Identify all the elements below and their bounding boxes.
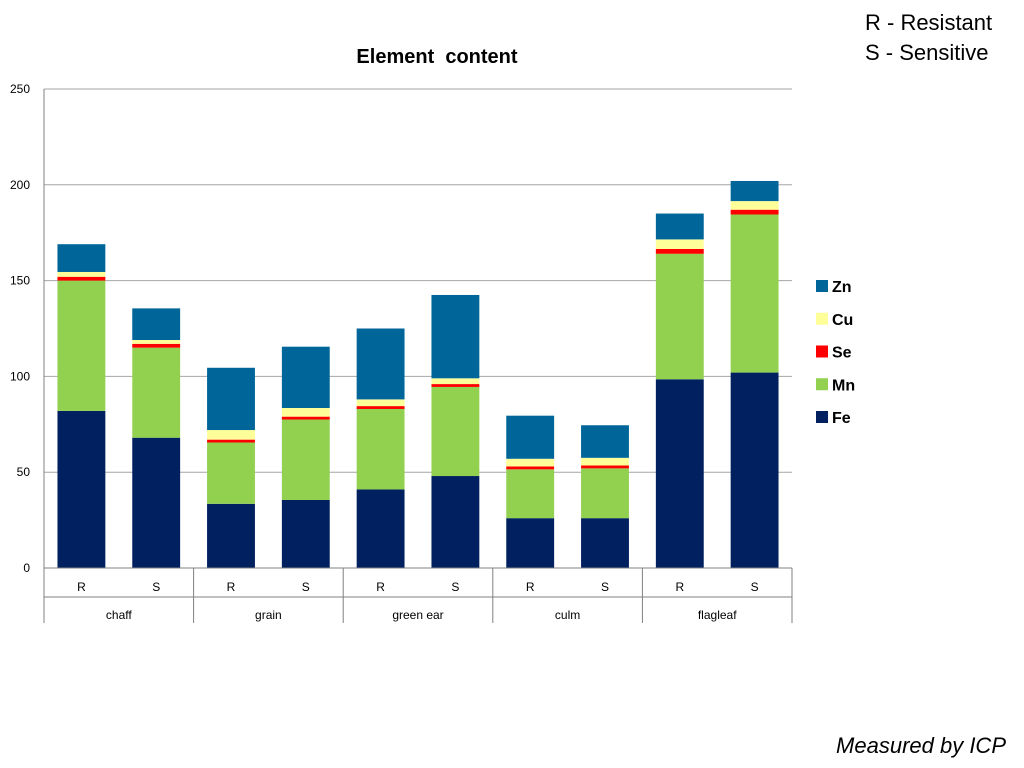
group-label: culm (555, 608, 580, 622)
bar-mn-2 (207, 442, 255, 504)
bar-mn-4 (356, 408, 405, 490)
bar-se-3 (281, 416, 330, 420)
bar-se-6 (506, 466, 555, 470)
bar-fe-3 (281, 499, 330, 568)
legend-swatch-cu (816, 312, 828, 325)
legend-swatch-fe (816, 411, 828, 423)
y-tick-label: 50 (17, 465, 31, 479)
bar-cu-8 (655, 239, 704, 249)
bar-mn-3 (281, 419, 330, 500)
bar-se-5 (431, 384, 480, 387)
bar-zn-5 (431, 294, 480, 379)
abbreviation-note: R - Resistant S - Sensitive (865, 8, 992, 68)
bar-fe-0 (57, 410, 106, 568)
legend-label-zn: Zn (832, 279, 852, 296)
bar-mn-7 (581, 468, 629, 519)
bar-se-7 (581, 465, 629, 469)
bar-se-1 (132, 343, 181, 348)
x-tick-label: S (751, 580, 759, 594)
x-tick-label: R (675, 580, 684, 594)
bar-fe-6 (506, 518, 555, 568)
bar-zn-6 (506, 415, 555, 459)
measurement-note: Measured by ICP (836, 733, 1006, 758)
legend-label-fe: Fe (832, 410, 851, 427)
note-resistant: R - Resistant (865, 10, 993, 35)
bar-mn-0 (57, 280, 106, 411)
bar-fe-9 (730, 372, 779, 568)
bar-zn-9 (730, 180, 779, 202)
bar-se-4 (356, 406, 405, 409)
bar-mn-6 (506, 469, 555, 519)
bar-fe-5 (431, 476, 480, 568)
bar-zn-2 (207, 367, 255, 431)
bar-cu-1 (132, 339, 181, 344)
bar-stacks (57, 180, 779, 568)
bar-se-2 (207, 439, 255, 443)
y-tick-label: 0 (23, 561, 30, 575)
bar-fe-2 (207, 503, 255, 568)
bar-mn-9 (730, 214, 779, 373)
y-tick-label: 150 (10, 274, 30, 288)
bar-zn-4 (356, 328, 405, 400)
x-tick-label: R (77, 580, 86, 594)
group-label: flagleaf (698, 608, 737, 622)
bar-cu-6 (506, 458, 555, 467)
legend-swatch-se (816, 345, 828, 358)
bar-mn-5 (431, 386, 480, 477)
note-sensitive: S - Sensitive (865, 40, 989, 65)
bar-fe-4 (356, 489, 405, 568)
group-label: chaff (106, 608, 132, 622)
bar-fe-8 (655, 379, 704, 568)
bar-cu-0 (57, 271, 106, 277)
x-tick-label: R (376, 580, 385, 594)
bar-zn-7 (581, 425, 629, 458)
bar-zn-3 (281, 346, 330, 409)
bar-mn-8 (655, 253, 704, 380)
bar-fe-1 (132, 437, 181, 568)
bar-cu-7 (581, 457, 629, 466)
bar-se-8 (655, 248, 704, 254)
chart-title: Element content (356, 46, 517, 68)
x-tick-label: S (302, 580, 310, 594)
legend-label-cu: Cu (832, 312, 853, 329)
bar-mn-1 (132, 347, 181, 438)
bar-cu-2 (207, 430, 255, 440)
y-tick-label: 250 (10, 82, 30, 96)
legend-label-mn: Mn (832, 377, 855, 394)
bar-zn-0 (57, 244, 106, 272)
bar-se-9 (730, 209, 779, 215)
legend: Zn Cu Se Mn Fe (816, 279, 855, 427)
x-tick-label: R (526, 580, 535, 594)
group-label: grain (255, 608, 282, 622)
bar-se-0 (57, 276, 106, 281)
legend-label-se: Se (832, 345, 852, 362)
x-tick-label: S (451, 580, 459, 594)
bar-zn-8 (655, 213, 704, 240)
y-tick-label: 100 (10, 369, 30, 383)
group-label: green ear (392, 608, 443, 622)
x-tick-label: R (227, 580, 236, 594)
bar-cu-9 (730, 201, 779, 210)
x-tick-label: S (152, 580, 160, 594)
y-tick-label: 200 (10, 178, 30, 192)
bar-cu-5 (431, 378, 480, 385)
bar-cu-4 (356, 399, 405, 407)
x-tick-label: S (601, 580, 609, 594)
legend-swatch-zn (816, 280, 828, 292)
bar-fe-7 (581, 518, 629, 568)
legend-swatch-mn (816, 378, 828, 391)
bar-cu-3 (281, 408, 330, 417)
bar-zn-1 (132, 308, 181, 340)
